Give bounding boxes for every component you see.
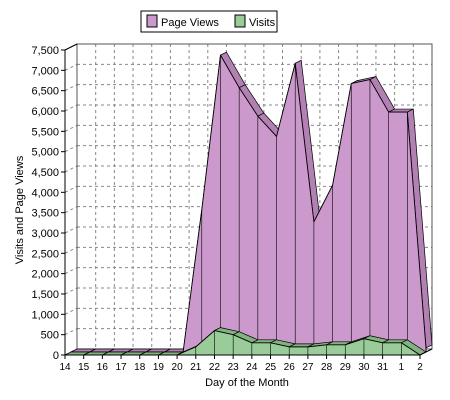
x-axis-label: Day of the Month <box>205 377 289 389</box>
y-gridline-side <box>64 328 78 336</box>
x-tick-label: 18 <box>134 362 146 373</box>
y-tick-label: 500 <box>41 330 59 342</box>
y-tick-label: 4,000 <box>31 187 59 199</box>
x-tick-label: 21 <box>190 362 202 373</box>
y-tick-label: 3,500 <box>31 208 59 220</box>
x-tick-label: 19 <box>153 362 165 373</box>
page-views-series <box>70 51 433 353</box>
x-tick-label: 28 <box>321 362 333 373</box>
y-gridline-side <box>64 185 78 193</box>
y-tick-label: 2,000 <box>31 269 59 281</box>
x-axis-depth-end <box>419 348 433 356</box>
legend-label-page-views: Page Views <box>161 17 219 29</box>
x-tick-label: 17 <box>115 362 127 373</box>
y-gridline-side <box>64 84 78 92</box>
y-gridline-side <box>64 307 78 315</box>
legend-swatch-visits <box>234 14 246 28</box>
y-gridline-side <box>64 226 78 234</box>
y-tick-label: 6,500 <box>31 86 59 98</box>
x-tick-label: 14 <box>59 362 71 373</box>
legend-swatch-page-views <box>146 14 158 28</box>
y-tick-label: 2,500 <box>31 248 59 260</box>
legend: Page Views Visits <box>140 10 278 33</box>
x-tick-label: 27 <box>302 362 314 373</box>
y-tick-label: 5,500 <box>31 126 59 138</box>
y-tick-labels: 0 500 1,000 1,500 2,000 2,500 3,000 3,500 4,000 4… <box>31 45 59 362</box>
y-gridline-side <box>64 206 78 214</box>
x-tick-label: 22 <box>209 362 221 373</box>
y-tick-label: 4,500 <box>31 167 59 179</box>
y-axis-label: Visits and Page Views <box>14 155 26 264</box>
x-tick-label: 15 <box>78 362 90 373</box>
y-tick-label: 6,000 <box>31 106 59 118</box>
x-tick-label: 31 <box>377 362 389 373</box>
x-tick-label: 20 <box>172 362 184 373</box>
y-tick-label: 7,000 <box>31 65 59 77</box>
y-gridline-side <box>64 267 78 275</box>
y-tick-label: 3,000 <box>31 228 59 240</box>
series-areas <box>64 51 433 356</box>
y-gridline-side <box>64 124 78 132</box>
y-axis-depth-top <box>64 43 78 51</box>
y-tick-label: 7,500 <box>31 45 59 57</box>
y-gridline-side <box>64 165 78 173</box>
y-tick-label: 5,000 <box>31 147 59 159</box>
x-tick-label: 30 <box>358 362 370 373</box>
y-gridline-side <box>64 63 78 71</box>
y-gridline-side <box>64 145 78 153</box>
y-gridline-side <box>64 104 78 112</box>
axes <box>61 43 433 359</box>
visits-series <box>64 327 427 356</box>
x-tick-label: 16 <box>97 362 109 373</box>
x-tick-label: 26 <box>284 362 296 373</box>
y-tick-label: 1,000 <box>31 309 59 321</box>
x-tick-labels: 14 15 16 17 18 19 20 21 22 23 24 25 26 27 28 29 30 31 1 2 <box>59 362 423 373</box>
y-gridline-side <box>64 246 78 254</box>
y-gridline-side <box>64 287 78 295</box>
side-wall <box>65 44 77 355</box>
x-tick-label: 1 <box>399 362 405 373</box>
x-tick-label: 29 <box>340 362 352 373</box>
x-tick-label: 25 <box>265 362 277 373</box>
y-tick-label: 0 <box>53 350 59 362</box>
x-tick-label: 23 <box>228 362 240 373</box>
y-tick-label: 1,500 <box>31 289 59 301</box>
legend-label-visits: Visits <box>249 17 276 29</box>
x-tick-label: 24 <box>246 362 258 373</box>
x-tick-label: 2 <box>417 362 423 373</box>
